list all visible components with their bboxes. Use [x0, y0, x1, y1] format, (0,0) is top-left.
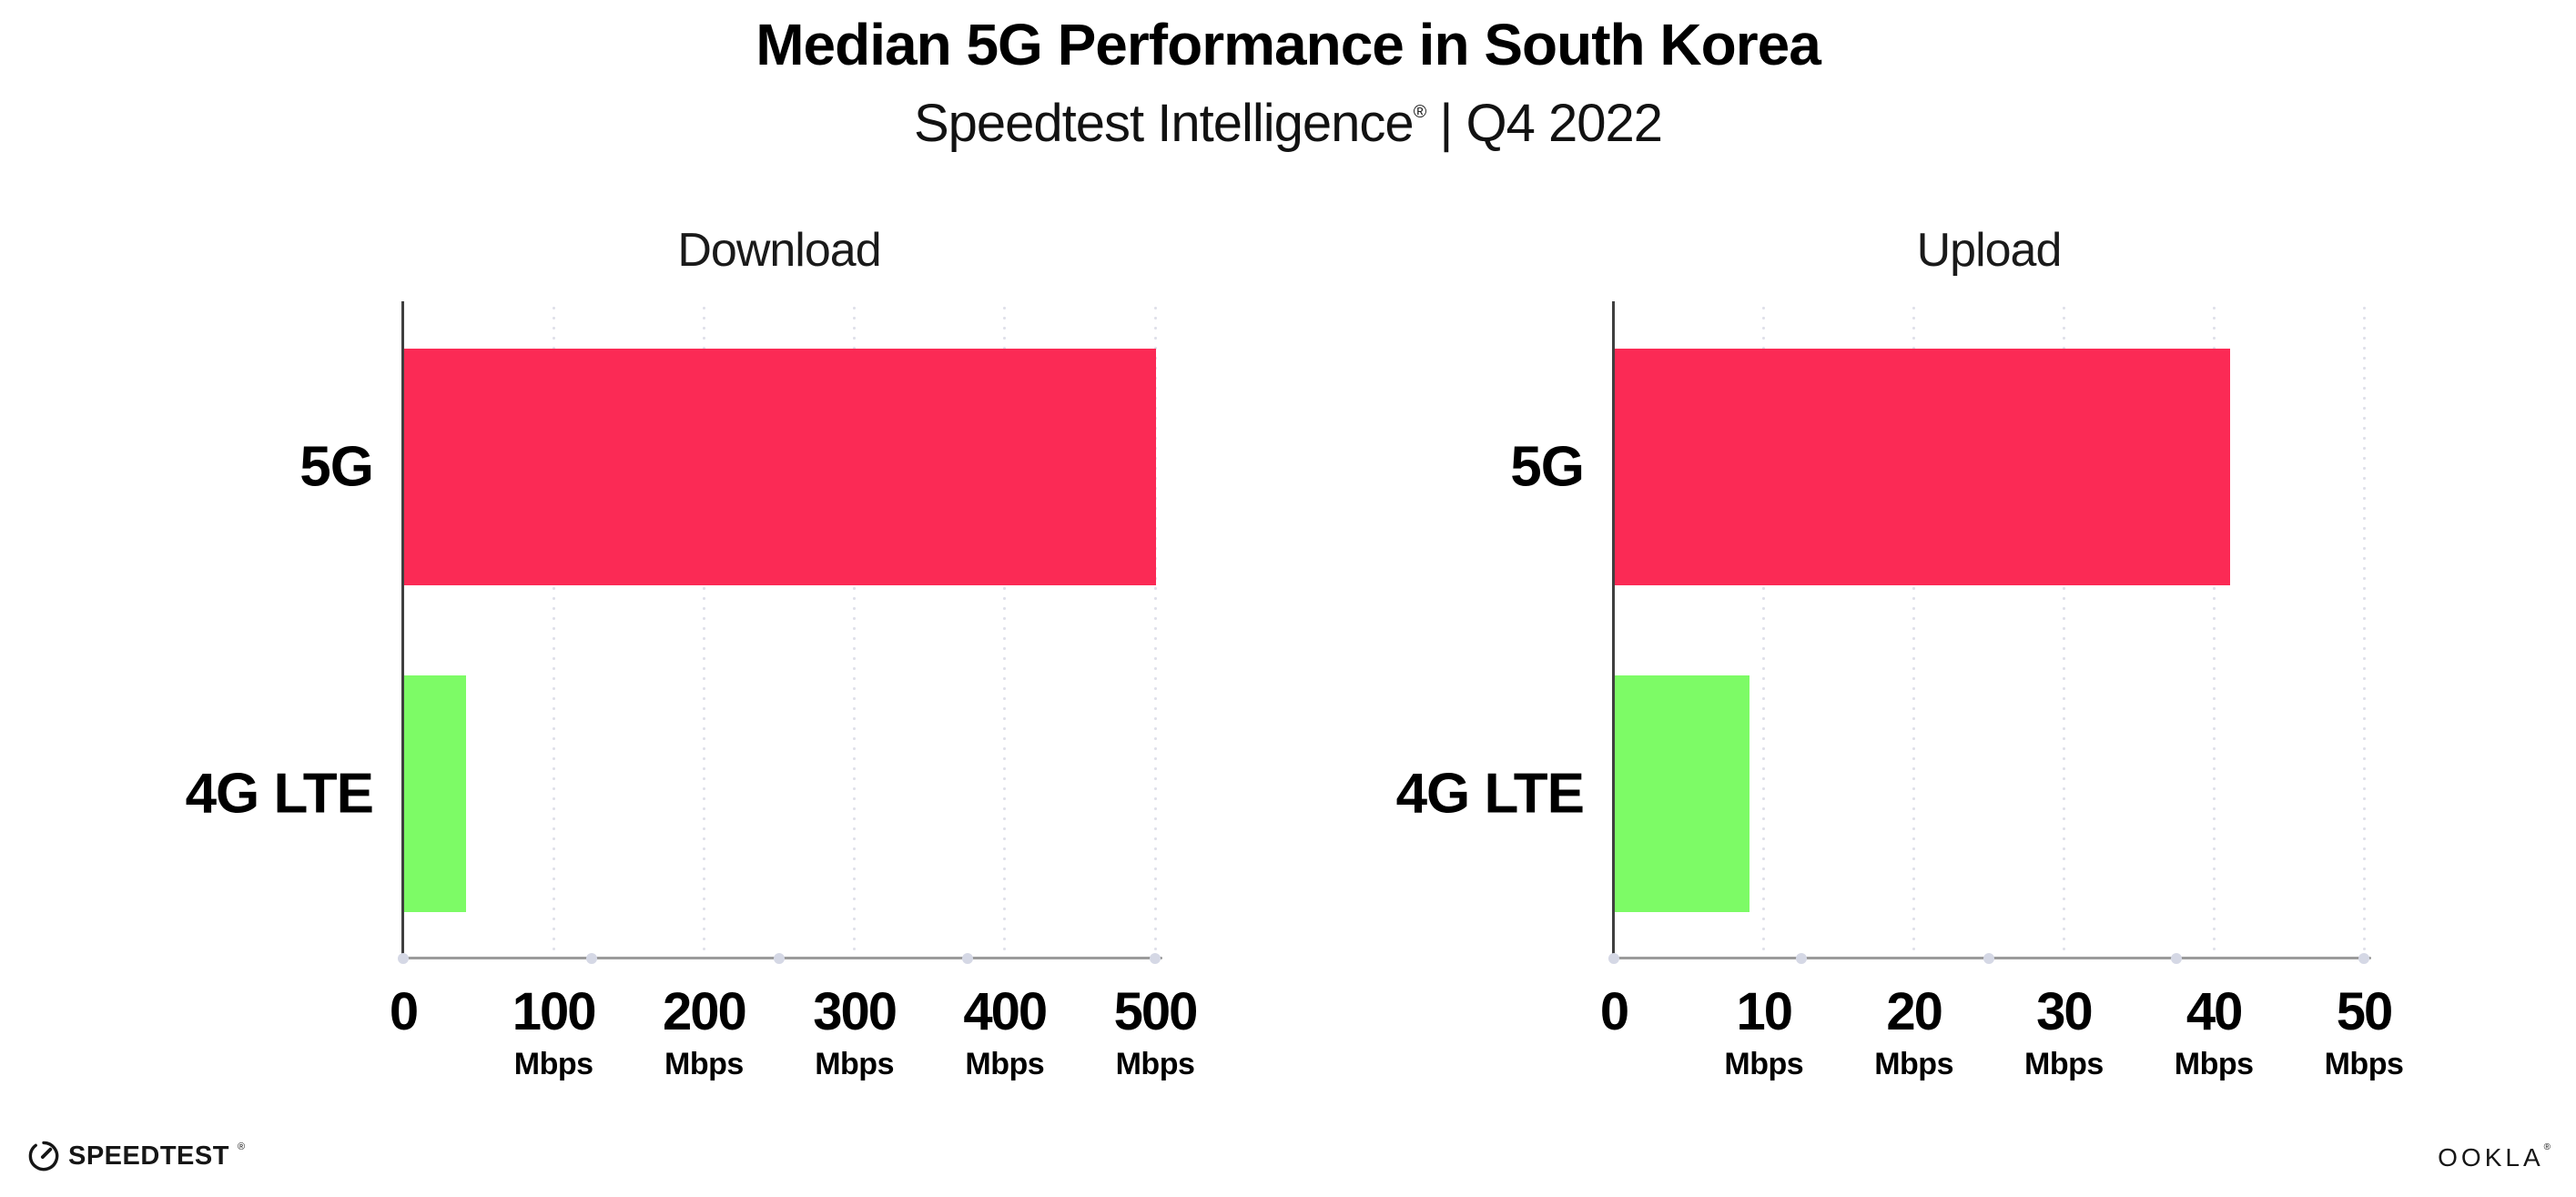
x-tick-label-20: 20 [1886, 982, 1943, 1041]
axis-dot [1150, 952, 1161, 964]
x-tick-unit-10: Mbps [1724, 1047, 1804, 1081]
x-tick-unit-500: Mbps [1115, 1047, 1195, 1081]
axis-dot [1796, 952, 1807, 964]
gridline-500 [1153, 303, 1157, 958]
x-tick-label-500: 500 [1113, 982, 1199, 1041]
category-label-5g: 5G [299, 435, 374, 499]
x-tick-label-40: 40 [2186, 982, 2244, 1041]
axis-dot [398, 952, 409, 964]
gridline-40 [2212, 303, 2216, 958]
subplot-title: Upload [1916, 224, 2063, 277]
page-subtitle: Speedtest Intelligence® | Q4 2022 [0, 93, 2576, 154]
x-tick-label-100: 100 [512, 982, 597, 1041]
subtitle-period: | Q4 2022 [1425, 94, 1663, 153]
gridline-400 [1003, 303, 1007, 958]
x-tick-unit-400: Mbps [965, 1047, 1045, 1081]
speedtest-logo: SPEEDTEST ® [27, 1140, 245, 1172]
x-tick-label-400: 400 [963, 982, 1048, 1041]
x-tick-unit-30: Mbps [2024, 1047, 2104, 1081]
x-tick-unit-300: Mbps [815, 1047, 894, 1081]
axis-dot [2358, 952, 2369, 964]
bar-4g-lte [1615, 675, 1750, 913]
x-tick-label-10: 10 [1736, 982, 1794, 1041]
gridline-50 [2362, 303, 2366, 958]
gridline-30 [2062, 303, 2065, 958]
x-tick-label-0: 0 [1599, 982, 1629, 1041]
x-tick-label-300: 300 [813, 982, 898, 1041]
y-axis-line [1612, 301, 1615, 959]
bar-5g [1615, 348, 2230, 585]
gridline-100 [552, 303, 555, 958]
subplot-title: Download [677, 224, 881, 277]
axis-dot [961, 952, 973, 964]
x-tick-unit-200: Mbps [664, 1047, 744, 1081]
axis-dot [774, 952, 785, 964]
chart-upload: Upload 5G 4G LTE 0 10 Mbps 20 Mbps 30 Mbps 40 Mbps 5… [1396, 224, 2404, 1081]
x-tick-unit-50: Mbps [2324, 1047, 2404, 1081]
speedtest-registered-mark: ® [237, 1141, 246, 1152]
x-tick-unit-100: Mbps [513, 1047, 593, 1081]
axis-dot [1608, 952, 1619, 964]
bar-4g-lte [404, 675, 466, 913]
registered-mark: ® [1413, 101, 1426, 122]
ookla-logo: OOKLA® [2438, 1141, 2551, 1172]
speedtest-gauge-icon [28, 1141, 59, 1172]
subtitle-brand: Speedtest Intelligence [913, 94, 1415, 153]
category-label-4g-lte: 4G LTE [185, 762, 374, 826]
category-label-5g: 5G [1510, 435, 1585, 499]
ookla-wordmark: OOKLA [2438, 1143, 2544, 1172]
x-tick-label-50: 50 [2336, 982, 2394, 1041]
gridline-300 [853, 303, 857, 958]
x-tick-label-0: 0 [389, 982, 419, 1041]
ookla-registered-mark: ® [2543, 1141, 2551, 1152]
gridline-10 [1762, 303, 1766, 958]
axis-dot [2171, 952, 2182, 964]
x-tick-unit-40: Mbps [2174, 1047, 2254, 1081]
axis-dot [1983, 952, 1994, 964]
category-label-4g-lte: 4G LTE [1395, 762, 1585, 826]
speedtest-wordmark: SPEEDTEST [68, 1141, 229, 1171]
axis-dot [585, 952, 597, 964]
gridline-20 [1912, 303, 1916, 958]
chart-download: Download 5G 4G LTE 0 100 Mbps 200 Mbps 300 Mbps 40… [186, 224, 1199, 1081]
page-title: Median 5G Performance in South Korea [756, 12, 1821, 77]
x-tick-unit-20: Mbps [1874, 1047, 1953, 1081]
gridline-200 [702, 303, 705, 958]
bar-5g [404, 348, 1156, 585]
x-tick-label-30: 30 [2036, 982, 2094, 1041]
y-axis-line [401, 301, 404, 959]
x-tick-label-200: 200 [663, 982, 747, 1041]
